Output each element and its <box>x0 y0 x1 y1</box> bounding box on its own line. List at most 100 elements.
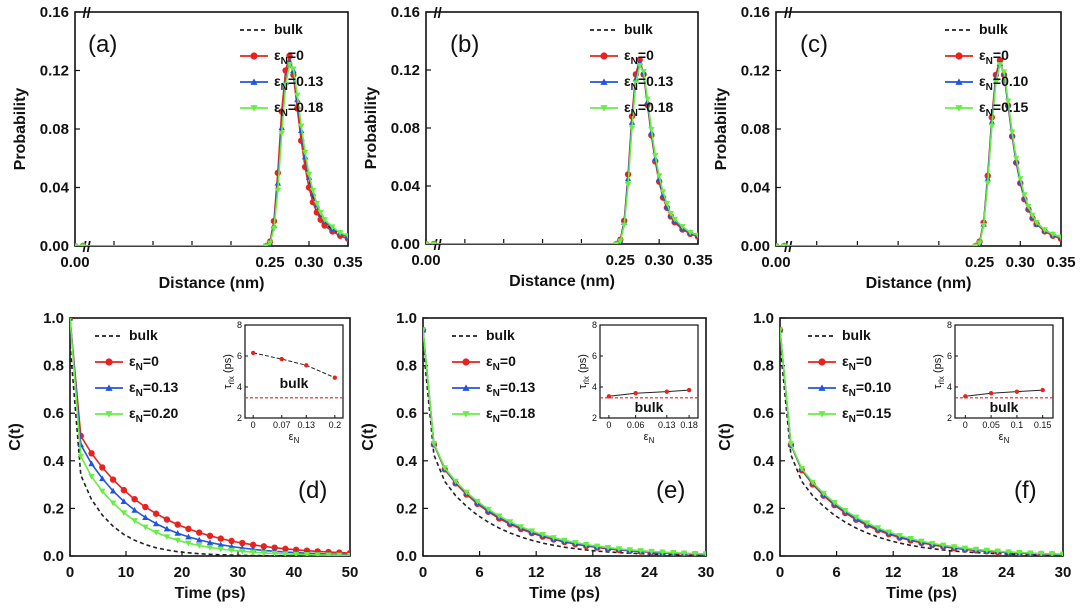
data-point <box>142 503 149 511</box>
legend-value: =0 <box>993 47 1009 63</box>
data-point <box>88 460 95 467</box>
y-tick-label: 0.00 <box>391 236 420 253</box>
legend-label: εN=0 <box>486 353 516 373</box>
data-point <box>632 80 640 87</box>
data-point <box>344 233 348 239</box>
data-point <box>617 238 624 244</box>
data-point <box>430 241 437 244</box>
inset-x-tick-label: 0.1 <box>1011 420 1024 430</box>
x-tick-label: 0.35 <box>333 254 362 271</box>
inset-y-tick-label: 6 <box>592 351 597 361</box>
y-tick-label: 0.2 <box>43 500 64 517</box>
inset-y-tick-label: 6 <box>237 351 242 361</box>
series-group <box>423 326 706 556</box>
data-point <box>994 548 1001 555</box>
legend-value: =0.10 <box>993 73 1029 89</box>
legend-marker <box>600 52 608 60</box>
y-tick-label: 0.08 <box>391 120 420 137</box>
legend-label: bulk <box>979 21 1008 37</box>
inset-point <box>332 375 338 380</box>
data-point <box>1025 203 1032 210</box>
data-point <box>77 441 84 448</box>
data-point <box>294 92 301 99</box>
data-point <box>1049 231 1057 238</box>
x-tick-label: 0 <box>419 564 427 581</box>
axis-break-top: // <box>784 5 793 22</box>
x-axis-label: Time (ps) <box>529 585 600 602</box>
y-tick-label: 0.0 <box>43 548 64 565</box>
legend-value: =0.18 <box>500 405 536 421</box>
legend-marker <box>250 78 258 85</box>
data-point <box>271 544 278 551</box>
data-point <box>1057 234 1061 241</box>
y-tick-label: 0.6 <box>396 405 417 422</box>
x-tick-label: 24 <box>641 564 658 581</box>
legend-label: εN=0.10 <box>979 73 1029 93</box>
inset-y-tick-label: 2 <box>237 413 242 423</box>
x-tick-label: 0.30 <box>645 252 674 269</box>
y-tick-label: 0.0 <box>753 548 774 565</box>
data-point <box>644 96 651 103</box>
x-tick-label: 0.35 <box>1046 254 1075 271</box>
data-point <box>885 529 893 536</box>
x-tick-label: 30 <box>230 564 247 581</box>
data-point <box>77 453 84 460</box>
inset-point <box>606 394 612 399</box>
inset-bulk-label: bulk <box>635 399 664 415</box>
inset-frame <box>244 324 344 419</box>
x-axis-label: Time (ps) <box>886 585 957 602</box>
data-point <box>217 535 224 542</box>
inset-x-tick-label: 0.15 <box>1034 420 1052 430</box>
legend-label: εN=0.15 <box>842 405 892 425</box>
legend-eps: ε <box>624 47 631 63</box>
x-tick-label: 0 <box>776 564 784 581</box>
panel-label: (e) <box>656 477 685 504</box>
data-point <box>266 240 274 246</box>
data-point <box>950 544 958 551</box>
data-point <box>842 507 849 514</box>
data-point <box>615 546 623 553</box>
y-tick-label: 1.0 <box>396 310 417 327</box>
legend-eps: ε <box>274 99 281 115</box>
x-tick-label: 30 <box>698 564 715 581</box>
x-tick-label: 10 <box>118 564 135 581</box>
data-point <box>217 546 224 553</box>
legend-marker <box>600 78 608 85</box>
data-point <box>820 490 827 497</box>
legend-label: εN=0.18 <box>486 405 536 425</box>
data-point <box>278 130 285 137</box>
legend-sub: N <box>281 56 288 67</box>
data-point <box>282 551 289 556</box>
inset-point <box>304 363 309 368</box>
inset-y-tick-label: 4 <box>592 382 597 392</box>
data-point <box>196 529 203 536</box>
data-point <box>561 537 568 544</box>
data-point <box>452 478 459 485</box>
legend-label: bulk <box>486 327 515 343</box>
legend-value: =0.13 <box>638 73 674 89</box>
x-axis-label: Distance (nm) <box>509 273 615 290</box>
y-tick-label: 0.16 <box>40 4 69 21</box>
data-point <box>961 545 969 552</box>
inset-y-sym: τ <box>222 384 234 389</box>
inset-y-unit: (ps) <box>932 354 944 376</box>
data-point <box>239 539 246 547</box>
data-point <box>321 217 328 223</box>
data-point <box>1048 551 1056 556</box>
x-tick-label: 0.00 <box>60 254 89 271</box>
data-point <box>152 529 160 536</box>
data-point <box>628 125 636 132</box>
data-point <box>940 542 947 549</box>
legend-marker <box>955 105 963 112</box>
data-point <box>163 534 171 540</box>
data-point <box>1033 220 1040 226</box>
legend-eps: ε <box>486 353 493 369</box>
inset-x-tick-label: 0.06 <box>627 420 645 430</box>
y-tick-label: 0.4 <box>396 453 418 470</box>
data-point <box>809 479 816 486</box>
inset-x-tick-label: 0.13 <box>297 420 315 430</box>
data-point <box>787 441 795 448</box>
y-tick-label: 0.6 <box>43 405 64 422</box>
legend-eps: ε <box>129 405 136 421</box>
